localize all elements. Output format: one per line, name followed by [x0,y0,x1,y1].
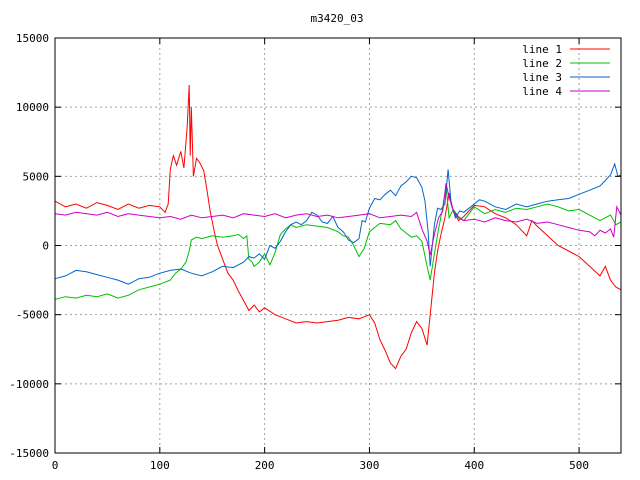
x-tick-label: 300 [360,459,380,472]
series-line-1 [54,84,622,370]
y-tick-label: -15000 [9,447,49,460]
legend-label: line 2 [522,57,562,70]
chart-title: m3420_03 [311,12,364,25]
series-line-3 [54,162,622,285]
y-tick-label: 5000 [23,170,50,183]
legend-label: line 3 [522,71,562,84]
series-line-4 [54,183,622,256]
x-tick-label: 400 [464,459,484,472]
x-tick-label: 100 [150,459,170,472]
series-lines [54,84,622,370]
y-tick-label: 0 [42,240,49,253]
axis-ticks: 0 100 200 300 400 500 -15000 -10000 -5000 0 5000 10… [9,32,621,472]
x-tick-label: 500 [569,459,589,472]
legend-label: line 4 [522,85,562,98]
y-tick-label: -10000 [9,378,49,391]
x-tick-label: 200 [255,459,275,472]
grid-lines [55,38,621,453]
y-tick-label: 10000 [16,101,49,114]
series-line-2 [54,185,622,300]
y-tick-label: -5000 [16,309,49,322]
y-tick-label: 15000 [16,32,49,45]
x-tick-label: 0 [52,459,59,472]
legend-label: line 1 [522,43,562,56]
